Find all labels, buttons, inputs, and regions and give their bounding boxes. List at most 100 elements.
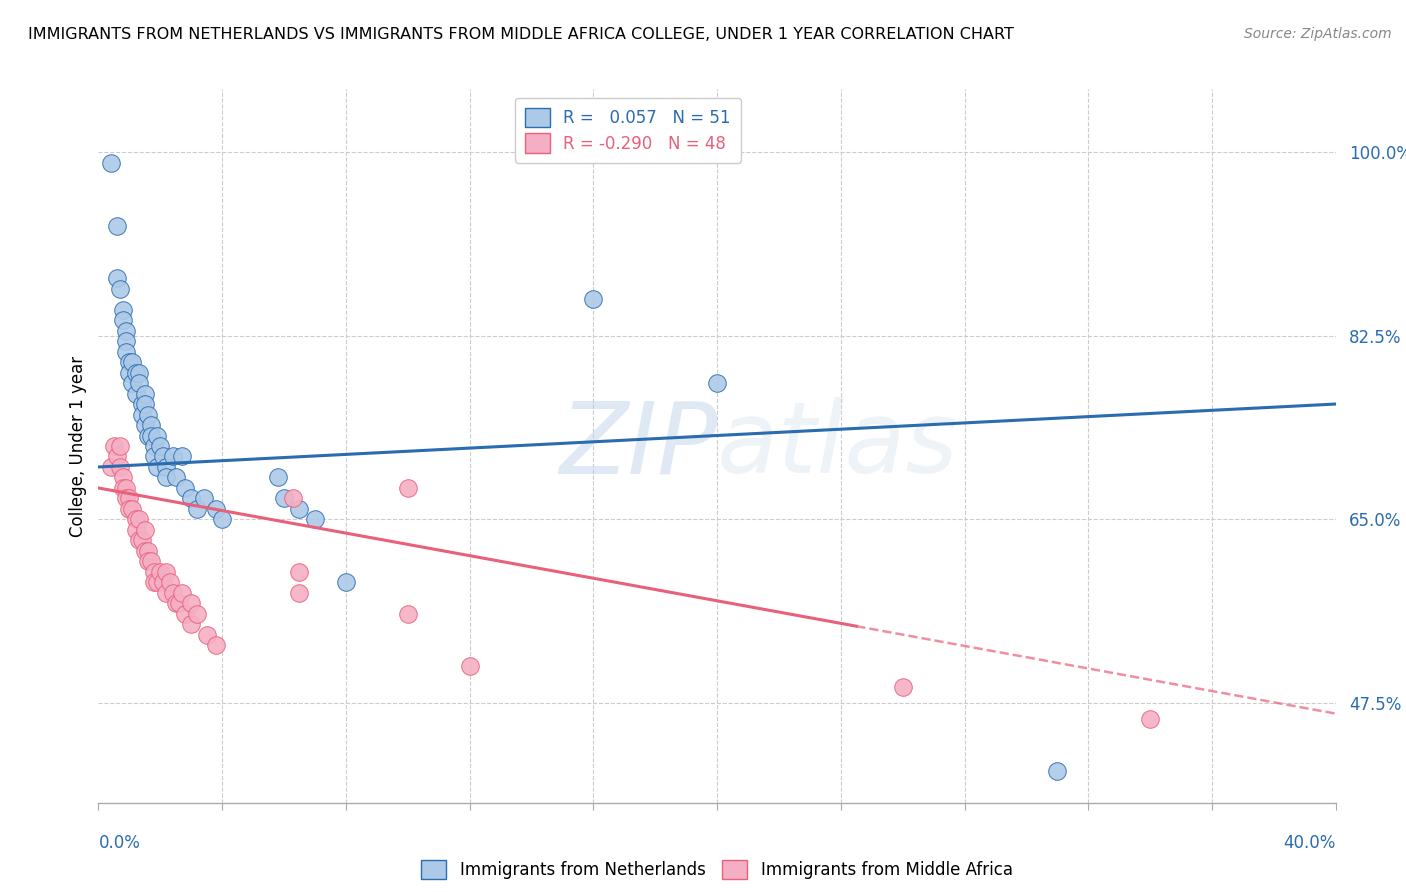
Point bbox=[108, 460, 131, 475]
Point bbox=[124, 512, 146, 526]
Point bbox=[891, 681, 914, 695]
Point bbox=[146, 460, 169, 475]
Point bbox=[143, 450, 166, 464]
Point bbox=[100, 460, 122, 475]
Point bbox=[143, 439, 166, 453]
Point bbox=[139, 417, 162, 432]
Point bbox=[170, 450, 193, 464]
Point bbox=[211, 512, 233, 526]
Point bbox=[1046, 764, 1069, 779]
Point bbox=[121, 376, 143, 390]
Point bbox=[180, 617, 202, 632]
Point bbox=[283, 491, 305, 506]
Point bbox=[205, 502, 228, 516]
Point bbox=[128, 512, 150, 526]
Point bbox=[115, 491, 138, 506]
Point bbox=[128, 533, 150, 548]
Point bbox=[121, 355, 143, 369]
Point bbox=[112, 302, 135, 317]
Point bbox=[1139, 712, 1161, 726]
Text: IMMIGRANTS FROM NETHERLANDS VS IMMIGRANTS FROM MIDDLE AFRICA COLLEGE, UNDER 1 YE: IMMIGRANTS FROM NETHERLANDS VS IMMIGRANT… bbox=[28, 27, 1014, 42]
Text: atlas: atlas bbox=[717, 398, 959, 494]
Point bbox=[149, 439, 172, 453]
Point bbox=[152, 450, 174, 464]
Point bbox=[131, 533, 153, 548]
Point bbox=[205, 639, 228, 653]
Point bbox=[335, 575, 357, 590]
Point bbox=[105, 219, 128, 233]
Point bbox=[124, 523, 146, 537]
Point bbox=[134, 417, 156, 432]
Point bbox=[162, 450, 184, 464]
Point bbox=[136, 428, 159, 442]
Point bbox=[134, 544, 156, 558]
Point bbox=[124, 366, 146, 380]
Point bbox=[149, 565, 172, 579]
Point bbox=[143, 575, 166, 590]
Point bbox=[105, 271, 128, 285]
Point bbox=[136, 408, 159, 422]
Point bbox=[288, 565, 311, 579]
Point bbox=[180, 491, 202, 506]
Point bbox=[121, 502, 143, 516]
Point bbox=[170, 586, 193, 600]
Point bbox=[195, 628, 218, 642]
Point bbox=[396, 607, 419, 621]
Point bbox=[139, 428, 162, 442]
Point bbox=[115, 481, 138, 495]
Text: Source: ZipAtlas.com: Source: ZipAtlas.com bbox=[1244, 27, 1392, 41]
Point bbox=[115, 344, 138, 359]
Point bbox=[155, 470, 177, 484]
Point bbox=[162, 586, 184, 600]
Point bbox=[174, 607, 197, 621]
Point bbox=[267, 470, 290, 484]
Point bbox=[112, 313, 135, 327]
Point bbox=[118, 502, 141, 516]
Point bbox=[152, 575, 174, 590]
Point bbox=[582, 292, 605, 306]
Point bbox=[273, 491, 295, 506]
Point bbox=[118, 355, 141, 369]
Point bbox=[124, 386, 146, 401]
Point bbox=[118, 366, 141, 380]
Point bbox=[165, 596, 187, 610]
Point bbox=[155, 565, 177, 579]
Point bbox=[136, 554, 159, 568]
Point bbox=[186, 607, 208, 621]
Point bbox=[100, 155, 122, 169]
Point bbox=[159, 575, 181, 590]
Point bbox=[288, 502, 311, 516]
Point bbox=[115, 324, 138, 338]
Point bbox=[134, 397, 156, 411]
Text: 40.0%: 40.0% bbox=[1284, 834, 1336, 852]
Point bbox=[128, 376, 150, 390]
Point bbox=[108, 439, 131, 453]
Point bbox=[103, 439, 125, 453]
Point bbox=[115, 334, 138, 348]
Point bbox=[105, 450, 128, 464]
Point bbox=[186, 502, 208, 516]
Point bbox=[108, 282, 131, 296]
Point bbox=[136, 544, 159, 558]
Point bbox=[134, 523, 156, 537]
Point bbox=[128, 366, 150, 380]
Point bbox=[118, 491, 141, 506]
Point bbox=[139, 554, 162, 568]
Y-axis label: College, Under 1 year: College, Under 1 year bbox=[69, 355, 87, 537]
Point bbox=[458, 659, 481, 673]
Point bbox=[174, 481, 197, 495]
Point bbox=[706, 376, 728, 390]
Point bbox=[304, 512, 326, 526]
Point bbox=[146, 575, 169, 590]
Point bbox=[131, 397, 153, 411]
Point bbox=[134, 386, 156, 401]
Point bbox=[167, 596, 190, 610]
Text: ZIP: ZIP bbox=[558, 398, 717, 494]
Point bbox=[131, 408, 153, 422]
Point bbox=[165, 470, 187, 484]
Legend: Immigrants from Netherlands, Immigrants from Middle Africa: Immigrants from Netherlands, Immigrants … bbox=[413, 851, 1021, 888]
Point bbox=[396, 481, 419, 495]
Point bbox=[112, 470, 135, 484]
Point bbox=[146, 428, 169, 442]
Point bbox=[193, 491, 215, 506]
